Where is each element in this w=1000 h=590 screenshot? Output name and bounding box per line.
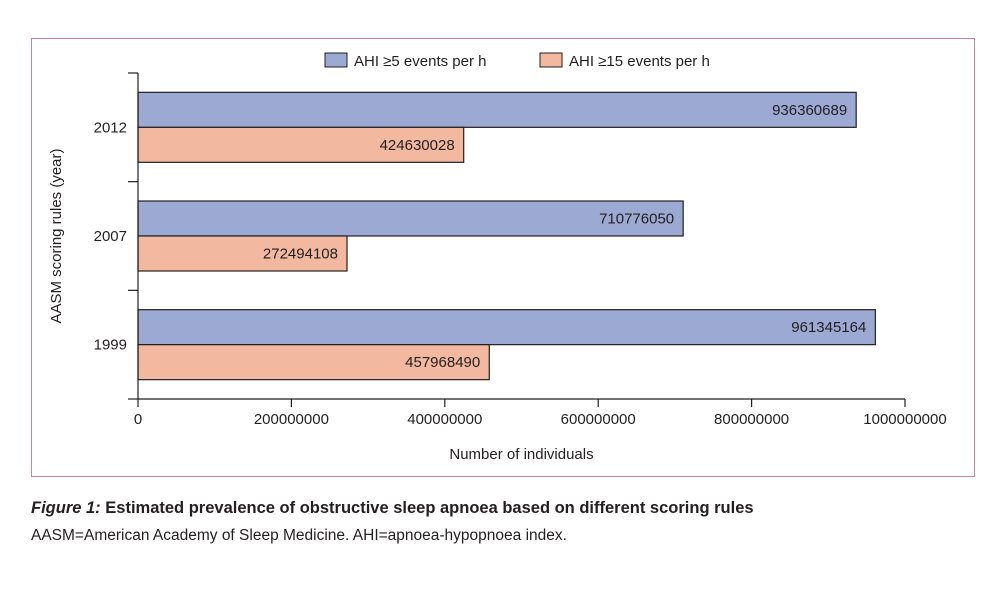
legend-swatch-2 <box>539 52 563 68</box>
y-tick-label: 1999 <box>94 337 127 354</box>
bar-value-label: 961345164 <box>791 319 866 336</box>
bar-2012-series-1 <box>137 91 857 128</box>
legend-label-2: AHI ≥15 events per h <box>569 53 710 70</box>
figure-caption: Figure 1: Estimated prevalence of obstru… <box>31 497 971 547</box>
bar-2007-series-1 <box>137 200 684 237</box>
x-tick-label: 0 <box>134 411 142 428</box>
bar-value-label: 936360689 <box>772 102 847 119</box>
caption-note: AASM=American Academy of Sleep Medicine.… <box>31 527 567 544</box>
bar-value-label: 457968490 <box>405 354 480 371</box>
x-tick-label: 600000000 <box>561 411 636 428</box>
legend-swatch-1 <box>324 52 348 68</box>
y-axis-title: AASM scoring rules (year) <box>48 148 65 323</box>
bar-value-label: 710776050 <box>599 211 674 228</box>
y-tick-label: 2007 <box>94 228 127 245</box>
bar-chart: AHI ≥5 events per h AHI ≥15 events per h 9… <box>48 52 947 463</box>
x-tick-label: 400000000 <box>407 411 482 428</box>
x-axis-title: Number of individuals <box>449 446 593 463</box>
chart-frame: AHI ≥5 events per h AHI ≥15 events per h 9… <box>31 38 975 477</box>
x-tick-label: 200000000 <box>254 411 329 428</box>
caption-title: Figure 1: Estimated prevalence of obstru… <box>31 497 971 519</box>
x-tick-label: 1000000000 <box>863 411 946 428</box>
bar-1999-series-1 <box>137 309 876 346</box>
bar-value-label: 272494108 <box>263 246 338 263</box>
x-tick-label: 800000000 <box>714 411 789 428</box>
legend-label-1: AHI ≥5 events per h <box>354 53 486 70</box>
y-tick-label: 2012 <box>94 119 127 136</box>
caption-title-text: Estimated prevalence of obstructive slee… <box>105 499 754 517</box>
figure-label: Figure 1: <box>31 499 101 517</box>
bar-2007-series-2 <box>137 235 348 272</box>
bar-2012-series-2 <box>137 126 465 163</box>
bar-1999-series-2 <box>137 344 490 381</box>
bar-value-label: 424630028 <box>380 137 455 154</box>
